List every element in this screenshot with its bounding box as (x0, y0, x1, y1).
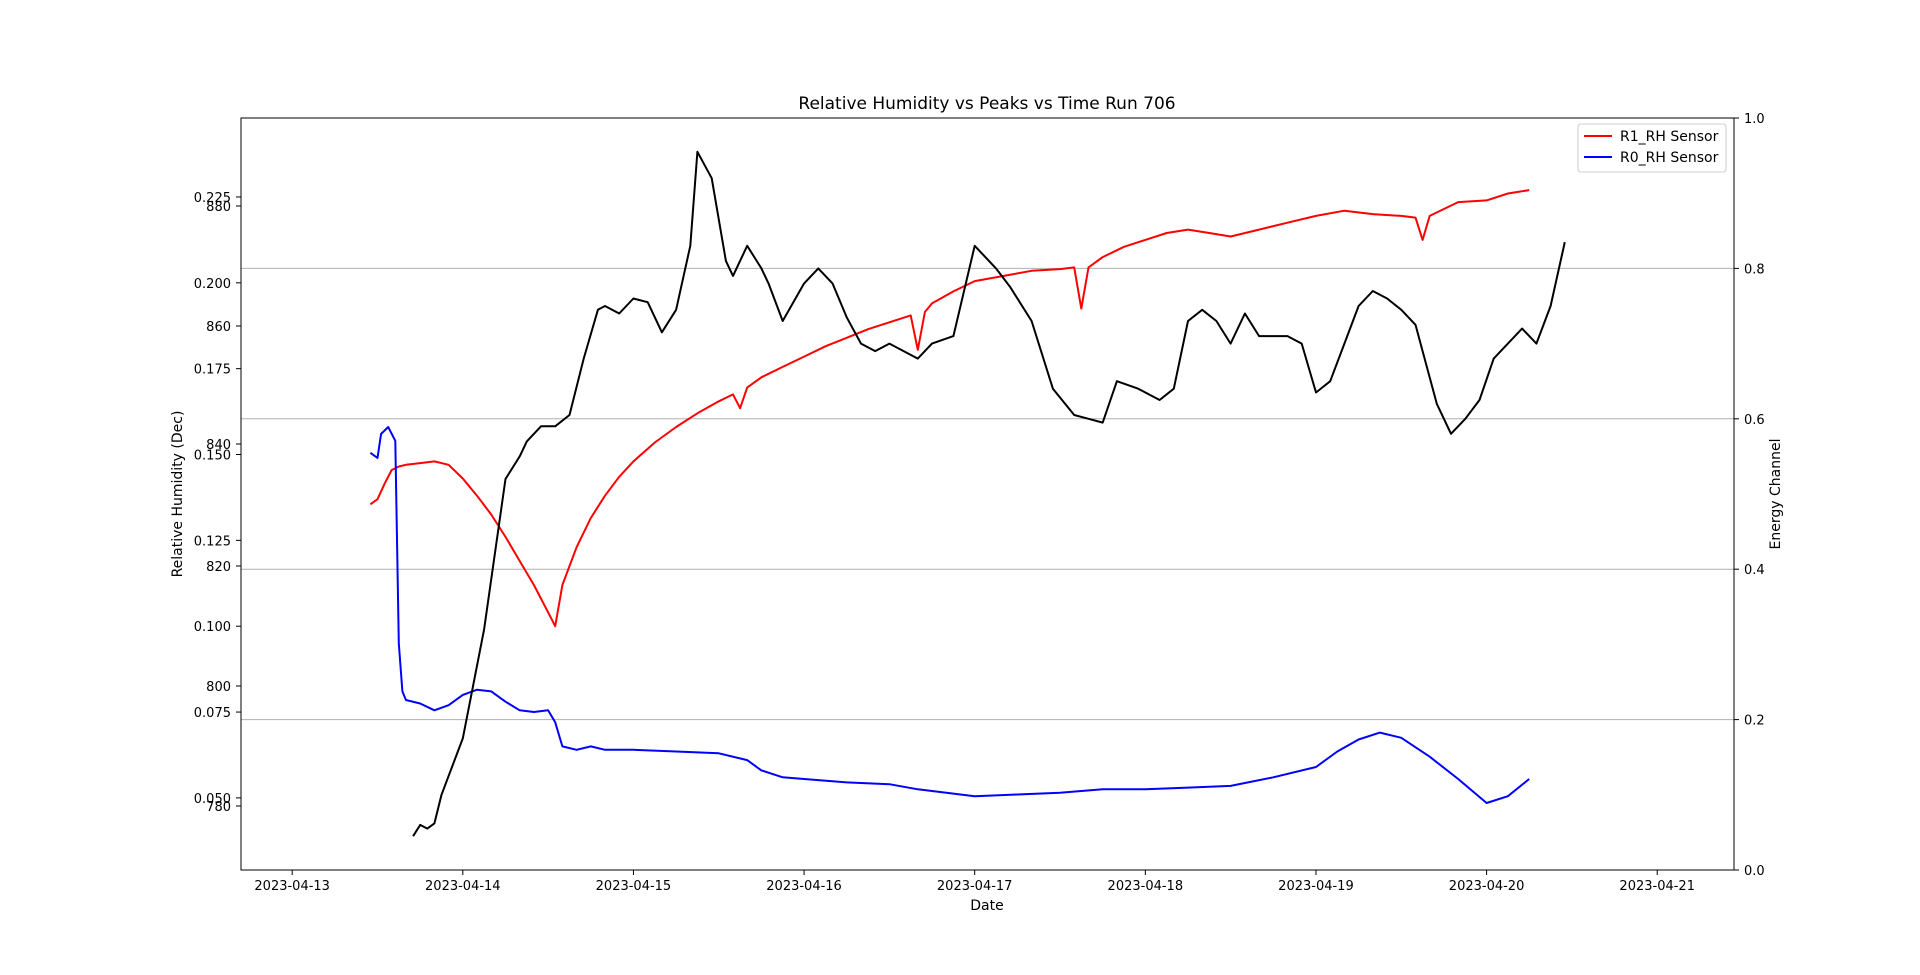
left-tick-label: 880 (206, 200, 231, 215)
x-tick-label: 2023-04-21 (1619, 879, 1695, 894)
legend: R1_RH Sensor R0_RH Sensor (1577, 123, 1727, 173)
grid-lines (241, 267, 1734, 721)
x-axis-ticks: 2023-04-13 2023-04-14 2023-04-15 2023-04-16… (254, 870, 1695, 894)
series-line-r1-rh-sensor (369, 189, 1530, 628)
right-axis-ticks: 0.0 0.2 0.4 0.6 0.8 1.0 (1734, 112, 1765, 879)
legend-box (1577, 123, 1727, 173)
left-tick-label: 0.150 (194, 449, 231, 464)
legend-label-r0: R0_RH Sensor (1620, 150, 1719, 166)
right-tick-label: 1.0 (1744, 112, 1765, 127)
right-tick-label: 0.2 (1744, 714, 1765, 729)
right-tick-label: 0.4 (1744, 563, 1765, 578)
x-tick-label: 2023-04-17 (937, 879, 1013, 894)
right-tick-label: 0.0 (1744, 864, 1765, 879)
left-tick-label: 840 (206, 438, 231, 453)
series-line-r0-rh-sensor (369, 426, 1530, 804)
left-tick-label: 0.200 (194, 277, 231, 292)
left-tick-label: 0.100 (194, 620, 231, 635)
series-line-energy (412, 150, 1566, 837)
right-tick-label: 0.6 (1744, 413, 1765, 428)
left-tick-label: 0.175 (194, 363, 231, 378)
x-tick-label: 2023-04-14 (425, 879, 501, 894)
left-tick-label: 0.075 (194, 706, 231, 721)
left-tick-label: 860 (206, 320, 231, 335)
left-tick-label: 0.225 (194, 191, 231, 206)
left-axis-ticks: 0.050 0.075 0.100 0.125 0.150 0.175 0.200 0.225… (194, 191, 241, 815)
legend-label-r1: R1_RH Sensor (1620, 129, 1719, 145)
plot-frame (240, 117, 1735, 871)
x-axis-label: Date (970, 898, 1003, 914)
x-tick-label: 2023-04-15 (596, 879, 672, 894)
left-tick-label: 820 (206, 560, 231, 575)
left-tick-label: 780 (206, 800, 231, 815)
chart-title: Relative Humidity vs Peaks vs Time Run 7… (798, 94, 1175, 114)
x-tick-label: 2023-04-18 (1108, 879, 1184, 894)
series-layer (369, 150, 1566, 837)
x-tick-label: 2023-04-13 (254, 879, 330, 894)
left-tick-label: 0.125 (194, 534, 231, 549)
x-tick-label: 2023-04-16 (766, 879, 842, 894)
right-tick-label: 0.8 (1744, 262, 1765, 277)
left-tick-label: 0.050 (194, 792, 231, 807)
right-axis-label: Energy Channel (1768, 439, 1784, 550)
x-tick-label: 2023-04-19 (1278, 879, 1354, 894)
left-tick-label: 800 (206, 680, 231, 695)
x-tick-label: 2023-04-20 (1449, 879, 1525, 894)
left-axis-label: Relative Humidity (Dec) (170, 411, 186, 578)
